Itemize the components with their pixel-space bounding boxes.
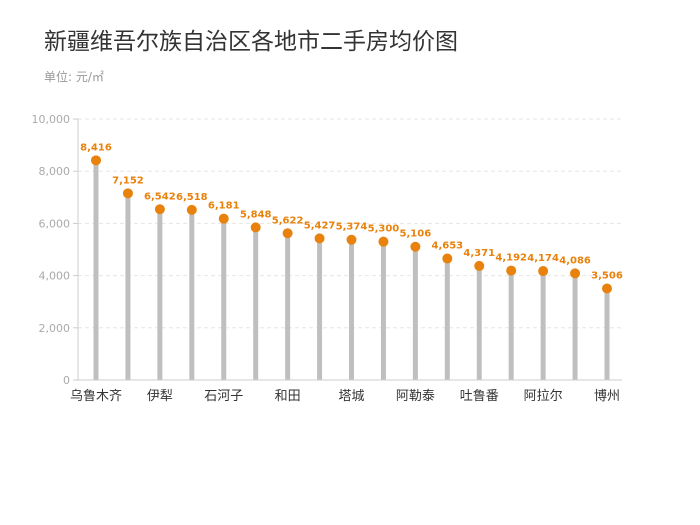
data-point[interactable] <box>282 228 293 239</box>
data-label: 5,106 <box>400 229 432 240</box>
y-tick-label: 4,000 <box>39 270 71 283</box>
data-label: 4,192 <box>495 253 527 264</box>
data-point[interactable] <box>314 233 325 244</box>
y-tick-label: 6,000 <box>39 217 71 230</box>
data-label: 5,622 <box>272 215 304 226</box>
data-label: 5,300 <box>368 224 400 235</box>
x-tick-label: 阿拉尔 <box>524 389 563 404</box>
data-point[interactable] <box>154 204 165 215</box>
data-label: 4,371 <box>463 248 495 259</box>
x-tick-label: 乌鲁木齐 <box>70 388 122 404</box>
data-point[interactable] <box>442 253 453 264</box>
data-point[interactable] <box>378 236 389 247</box>
y-tick-label: 0 <box>63 374 70 387</box>
y-tick-label: 2,000 <box>39 322 71 335</box>
data-point[interactable] <box>218 213 229 224</box>
x-tick-label: 博州 <box>594 389 620 404</box>
data-point[interactable] <box>346 234 357 245</box>
data-point[interactable] <box>122 188 133 199</box>
data-point[interactable] <box>570 268 581 279</box>
data-label: 7,152 <box>112 175 144 186</box>
y-tick-label: 10,000 <box>32 113 71 126</box>
data-point[interactable] <box>506 265 517 276</box>
x-tick-label: 塔城 <box>338 389 364 404</box>
data-point[interactable] <box>410 241 421 252</box>
unit-label: 单位: 元/㎡ <box>44 70 104 84</box>
data-point[interactable] <box>91 155 101 166</box>
data-label: 5,848 <box>240 209 272 220</box>
data-label: 4,653 <box>431 241 463 252</box>
x-axis: 乌鲁木齐 伊犁 石河子 和田 塔城 阿勒泰 吐鲁番 阿拉尔 博州 <box>70 379 622 404</box>
x-tick-label: 伊犁 <box>147 389 173 404</box>
data-label: 8,416 <box>80 142 112 153</box>
data-point[interactable] <box>538 266 549 277</box>
data-label: 6,542 <box>144 191 176 202</box>
x-tick-label: 阿勒泰 <box>396 389 435 404</box>
data-label: 5,427 <box>304 220 336 231</box>
x-tick-label: 石河子 <box>204 389 243 404</box>
data-point[interactable] <box>602 283 612 294</box>
data-point[interactable] <box>250 222 261 233</box>
data-point[interactable] <box>474 260 485 271</box>
data-label: 4,174 <box>527 253 559 264</box>
data-label: 6,181 <box>208 201 240 212</box>
y-tick-label: 8,000 <box>39 165 71 178</box>
y-axis: 0 2,000 4,000 6,000 8,000 10,000 <box>32 113 79 387</box>
data-label: 5,374 <box>336 222 368 233</box>
data-label: 6,518 <box>176 192 208 203</box>
data-point[interactable] <box>186 204 197 215</box>
x-tick-label: 吐鲁番 <box>460 389 499 404</box>
x-tick-label: 和田 <box>275 389 301 404</box>
stems <box>93 160 610 380</box>
dots <box>91 155 612 294</box>
data-label: 4,086 <box>559 255 591 266</box>
data-label: 3,506 <box>591 270 623 281</box>
chart-title: 新疆维吾尔族自治区各地市二手房均价图 <box>44 29 458 55</box>
